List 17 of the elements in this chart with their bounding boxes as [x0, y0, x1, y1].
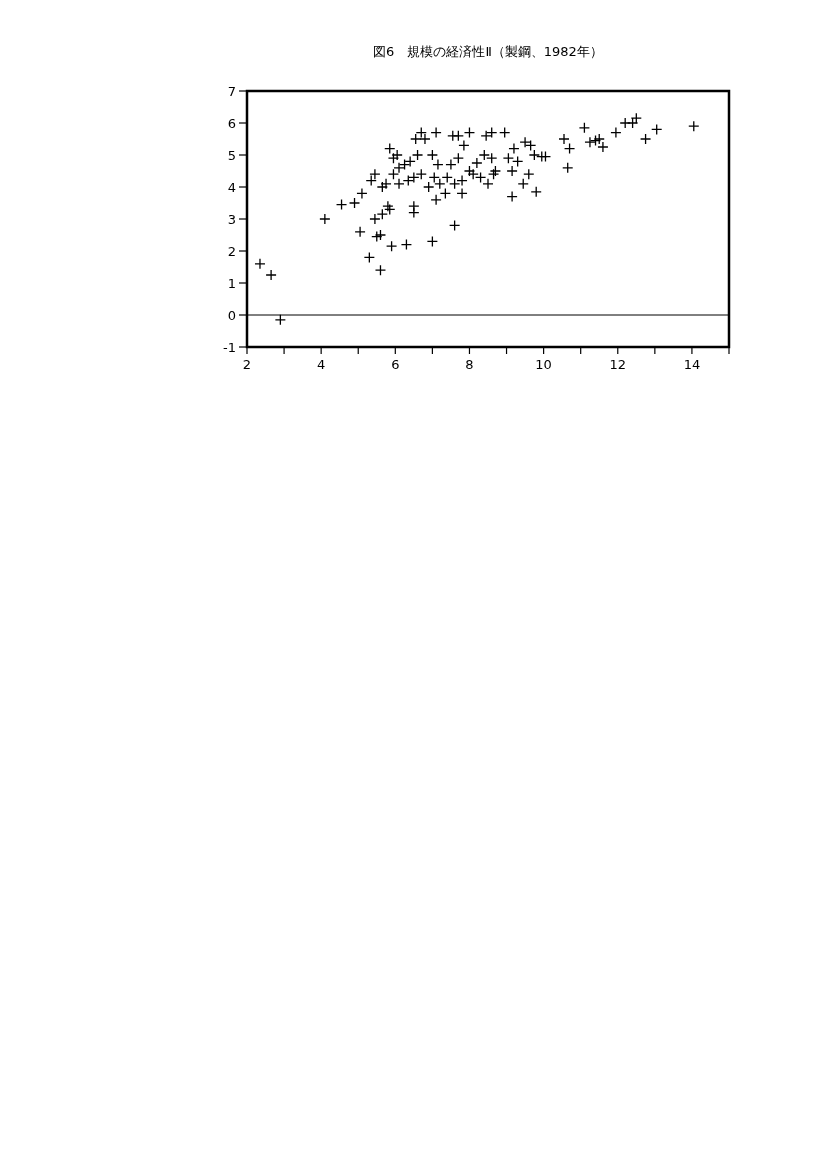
y-tick-label: 0: [227, 308, 236, 323]
x-tick-label: 10: [535, 357, 552, 372]
x-tick-label: 12: [609, 357, 627, 372]
y-tick-label: 3: [227, 212, 236, 227]
y-tick-label: 6: [227, 116, 236, 131]
y-tick-label: 1: [227, 276, 236, 291]
y-tick-label: 5: [227, 148, 236, 163]
x-tick-label: 2: [242, 357, 252, 372]
y-tick-label: 4: [227, 180, 236, 195]
x-tick-label: 6: [391, 357, 400, 372]
x-tick-label: 14: [683, 357, 701, 372]
x-tick-label: 8: [465, 357, 474, 372]
y-tick-label: 7: [227, 84, 236, 99]
x-tick-label: 4: [317, 357, 326, 372]
y-tick-label: 2: [227, 244, 236, 259]
y-tick-label: -1: [223, 340, 236, 355]
chart-title: 図6 規模の経済性Ⅱ（製鋼、1982年）: [373, 44, 603, 59]
